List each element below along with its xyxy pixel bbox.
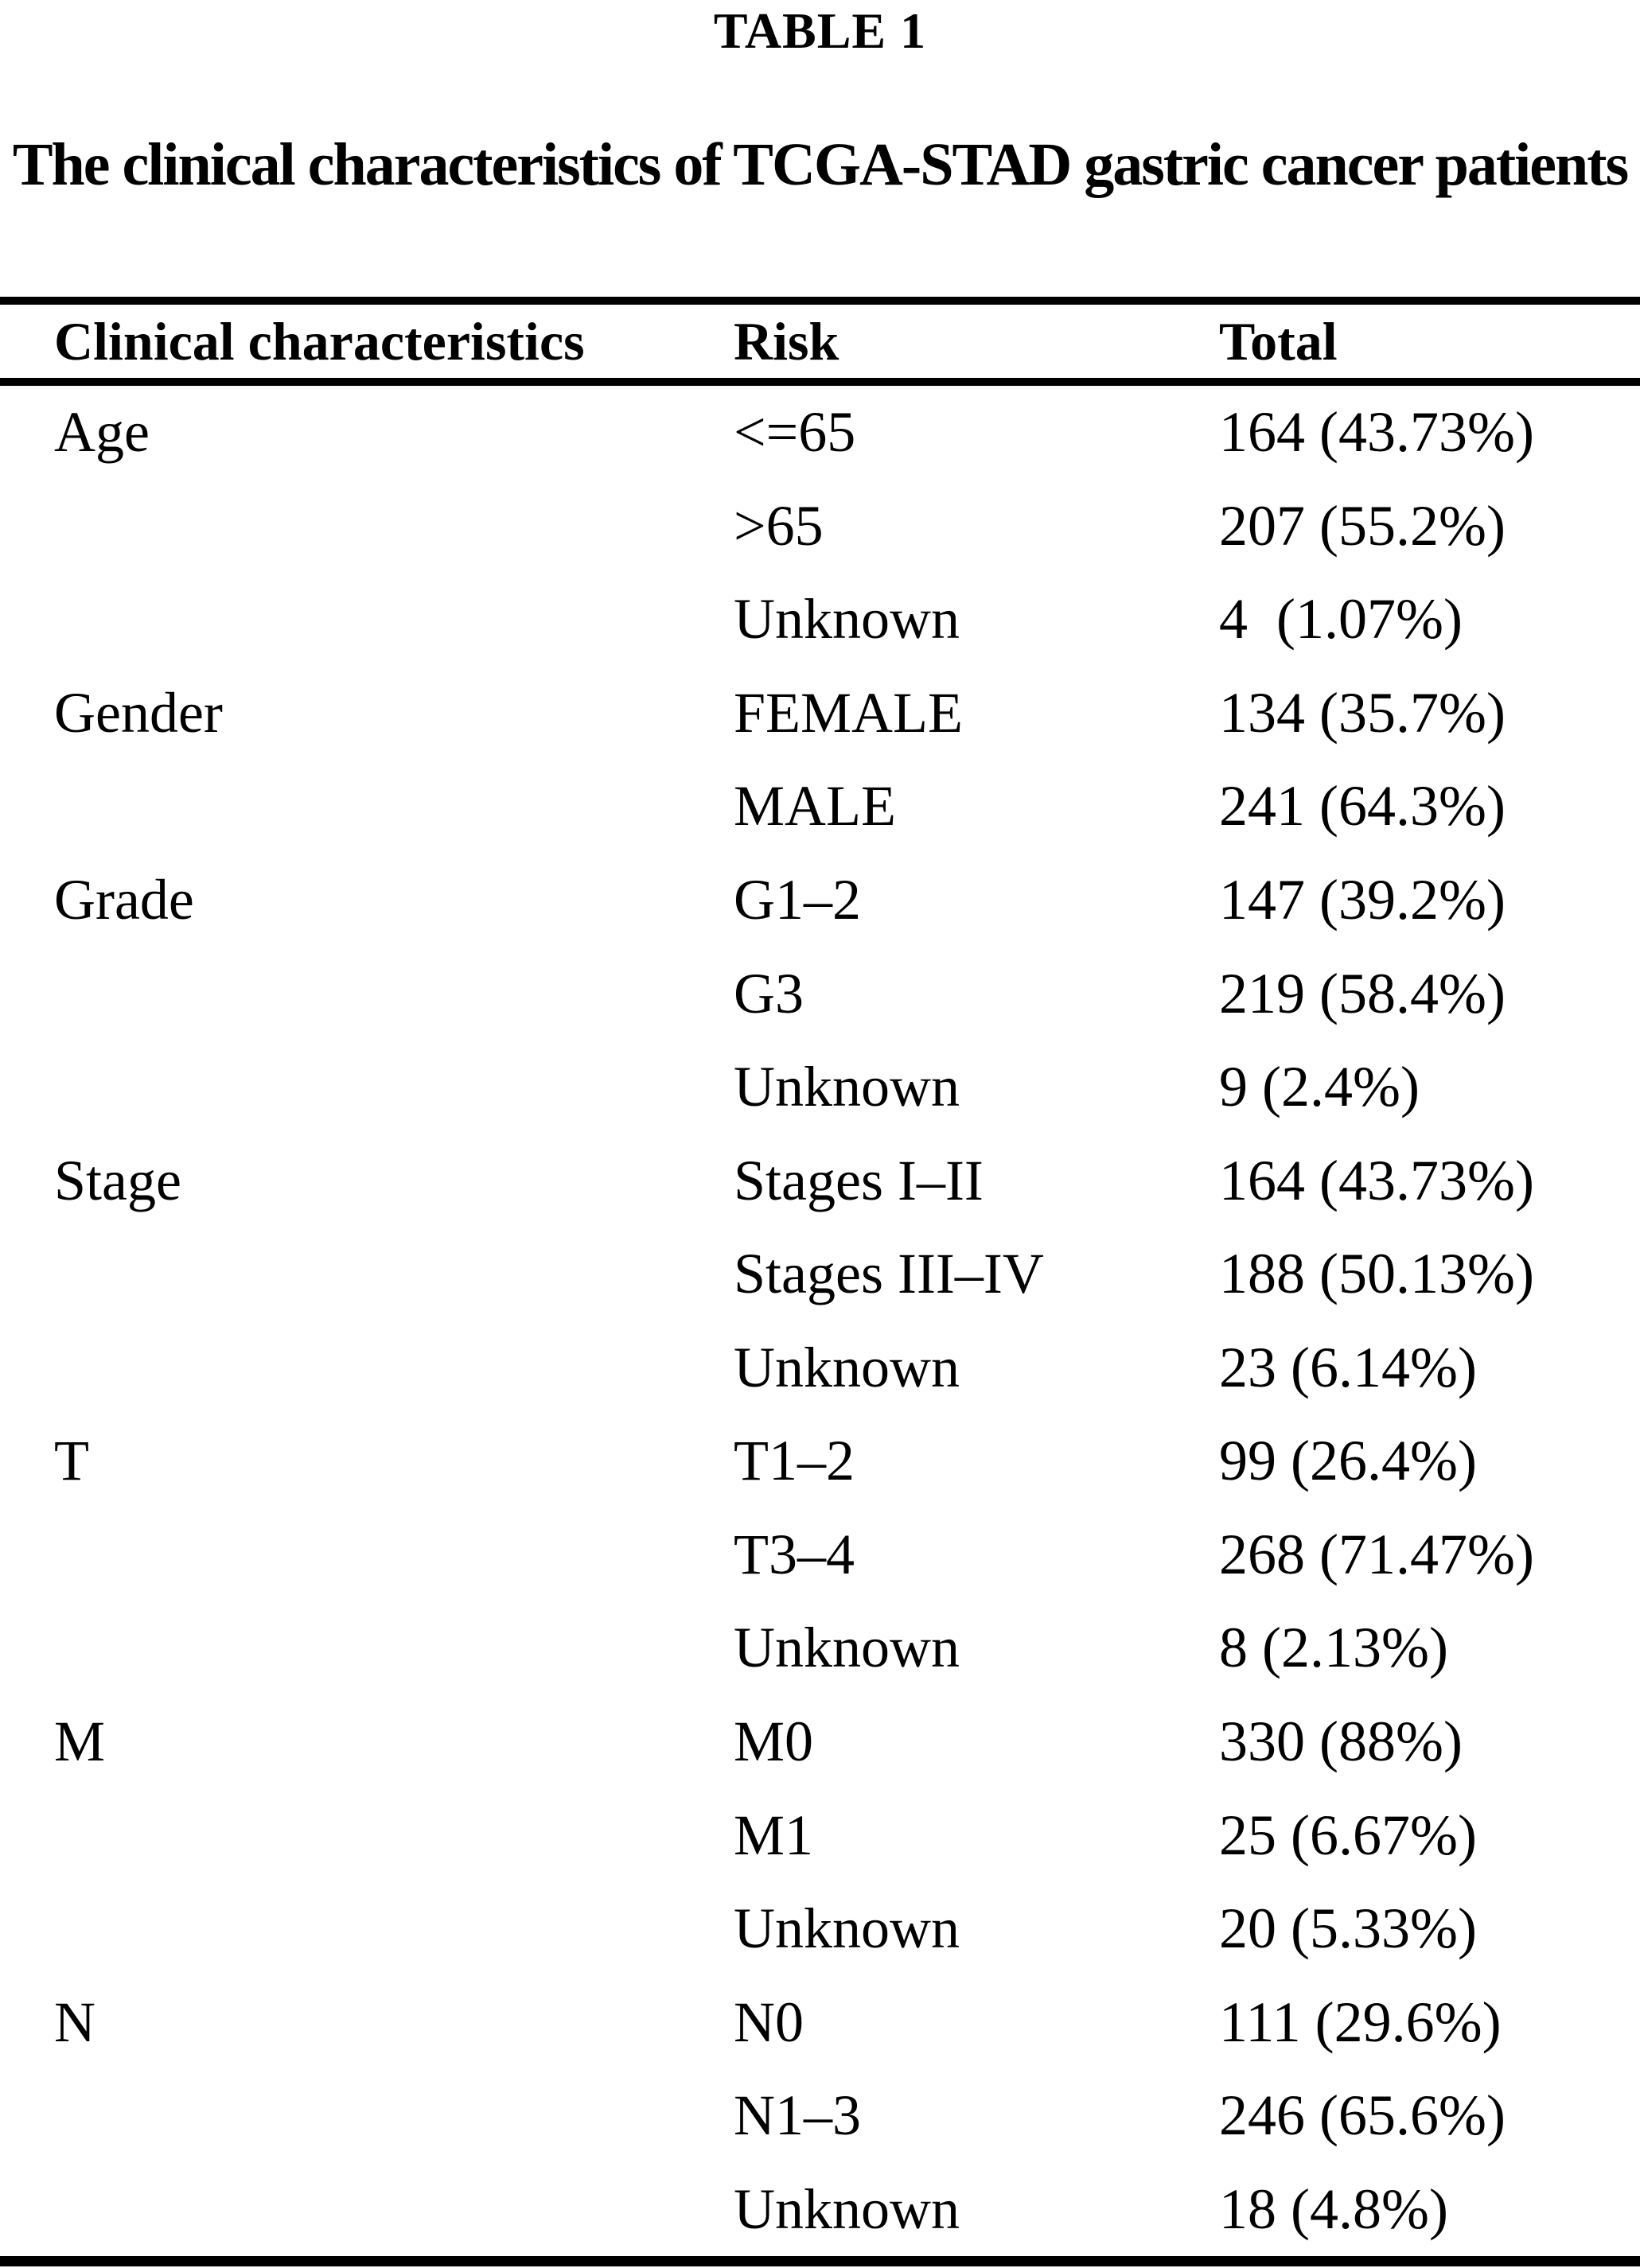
table-header-rule: [0, 378, 1640, 386]
total-cell: 330 (88%): [1219, 1709, 1463, 1773]
characteristic-cell: N: [54, 1990, 95, 2054]
risk-cell: N0: [734, 1990, 804, 2054]
risk-cell: N1–3: [734, 2083, 861, 2148]
table-row: Unknown 8 (2.13%): [0, 1601, 1640, 1695]
characteristic-cell: Gender: [54, 680, 223, 745]
table-bottom-rule: [0, 2256, 1640, 2266]
table-row: Unknown 23 (6.14%): [0, 1321, 1640, 1415]
table-row: N N0 111 (29.6%): [0, 1975, 1640, 2069]
risk-cell: Stages III–IV: [734, 1242, 1044, 1306]
header-total: Total: [1219, 310, 1338, 372]
total-cell: 111 (29.6%): [1219, 1990, 1502, 2054]
total-cell: 99 (26.4%): [1219, 1429, 1477, 1493]
table-top-rule: [0, 297, 1640, 305]
table-number-label: TABLE 1: [713, 2, 927, 59]
total-cell: 164 (43.73%): [1219, 400, 1534, 465]
risk-cell: M1: [734, 1803, 814, 1867]
table-row: Unknown 4 (1.07%): [0, 573, 1640, 667]
characteristic-cell: Stage: [54, 1148, 181, 1212]
total-cell: 164 (43.73%): [1219, 1148, 1534, 1212]
table-row: Stage Stages I–II 164 (43.73%): [0, 1134, 1640, 1227]
risk-cell: Stages I–II: [734, 1148, 984, 1212]
total-cell: 134 (35.7%): [1219, 680, 1506, 745]
risk-cell: G3: [734, 961, 804, 1025]
total-cell: 268 (71.47%): [1219, 1522, 1534, 1586]
table-row: Stages III–IV 188 (50.13%): [0, 1227, 1640, 1321]
table-row: Age <=65 164 (43.73%): [0, 386, 1640, 480]
header-risk: Risk: [734, 310, 839, 372]
risk-cell: G1–2: [734, 868, 861, 932]
table-row: Unknown 20 (5.33%): [0, 1882, 1640, 1976]
total-cell: 207 (55.2%): [1219, 493, 1506, 558]
risk-cell: M0: [734, 1709, 814, 1773]
risk-cell: <=65: [734, 400, 856, 465]
table-row: Unknown 9 (2.4%): [0, 1041, 1640, 1134]
characteristic-cell: M: [54, 1709, 106, 1773]
total-cell: 25 (6.67%): [1219, 1803, 1477, 1867]
table-row: G3 219 (58.4%): [0, 947, 1640, 1041]
risk-cell: Unknown: [734, 1896, 960, 1961]
table-caption: The clinical characteristics of TCGA-STA…: [12, 131, 1629, 198]
total-cell: 241 (64.3%): [1219, 774, 1506, 838]
total-cell: 246 (65.6%): [1219, 2083, 1506, 2148]
total-cell: 8 (2.13%): [1219, 1616, 1448, 1680]
characteristic-cell: Age: [54, 400, 150, 465]
table-row: N1–3 246 (65.6%): [0, 2069, 1640, 2163]
risk-cell: Unknown: [734, 587, 960, 652]
risk-cell: T3–4: [734, 1522, 855, 1586]
total-cell: 188 (50.13%): [1219, 1242, 1534, 1306]
total-cell: 18 (4.8%): [1219, 2177, 1448, 2241]
risk-cell: MALE: [734, 774, 896, 838]
table-body: Age <=65 164 (43.73%) >65 207 (55.2%) Un…: [0, 386, 1640, 2256]
risk-cell: Unknown: [734, 2177, 960, 2241]
table-row: T3–4 268 (71.47%): [0, 1508, 1640, 1602]
total-cell: 4 (1.07%): [1219, 587, 1463, 652]
total-cell: 23 (6.14%): [1219, 1335, 1477, 1399]
table-row: Gender FEMALE 134 (35.7%): [0, 667, 1640, 761]
header-clinical-characteristics: Clinical characteristics: [54, 310, 585, 372]
total-cell: 147 (39.2%): [1219, 868, 1506, 932]
characteristic-cell: T: [54, 1429, 89, 1493]
table-row: MALE 241 (64.3%): [0, 760, 1640, 854]
table-row: >65 207 (55.2%): [0, 480, 1640, 574]
table-row: Grade G1–2 147 (39.2%): [0, 854, 1640, 947]
total-cell: 9 (2.4%): [1219, 1055, 1420, 1119]
risk-cell: Unknown: [734, 1055, 960, 1119]
risk-cell: FEMALE: [734, 680, 963, 745]
table-row: T T1–2 99 (26.4%): [0, 1414, 1640, 1508]
table-header-row: Clinical characteristics Risk Total: [0, 305, 1640, 378]
table-row: Unknown 18 (4.8%): [0, 2162, 1640, 2256]
characteristic-cell: Grade: [54, 868, 194, 932]
risk-cell: Unknown: [734, 1335, 960, 1399]
risk-cell: T1–2: [734, 1429, 855, 1493]
table-row: M M0 330 (88%): [0, 1695, 1640, 1789]
risk-cell: Unknown: [734, 1616, 960, 1680]
total-cell: 219 (58.4%): [1219, 961, 1506, 1025]
total-cell: 20 (5.33%): [1219, 1896, 1477, 1961]
table-row: M1 25 (6.67%): [0, 1788, 1640, 1882]
risk-cell: >65: [734, 493, 824, 558]
